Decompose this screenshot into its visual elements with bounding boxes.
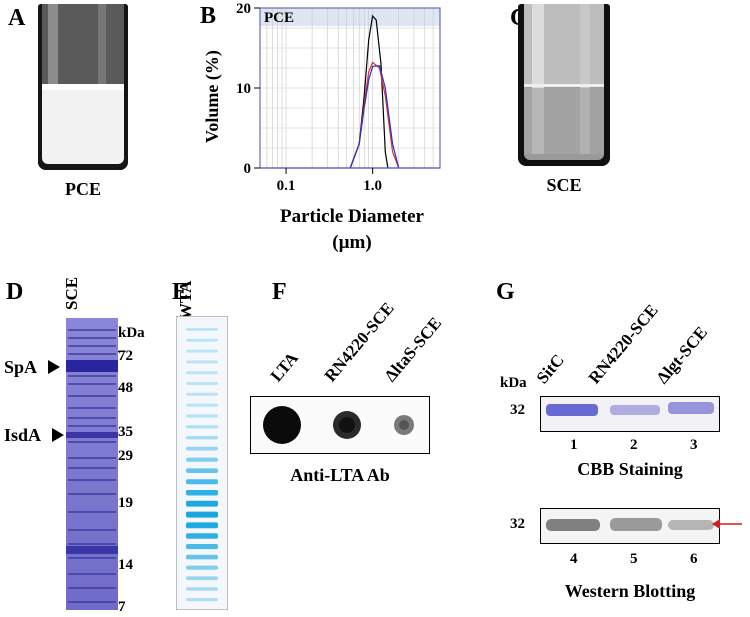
y-tick-label-20: 20 [236,1,251,17]
wta-band [186,544,218,550]
cbb-gel-strip [540,396,720,432]
wta-band [186,425,218,429]
panel-d-gel-lane [66,318,118,610]
wta-band [186,533,218,539]
wta-ladder [186,328,218,602]
chart-x-axis-label: Particle Diameter (µm) [280,206,424,253]
plot-title-band [260,8,440,26]
panel-f-lane-ltas: ΔltaS-SCE [380,313,446,386]
wta-band [186,392,218,396]
chart-grid [259,7,441,169]
lane-number-6: 6 [690,551,698,567]
marker-14: 14 [118,557,133,573]
wta-band [186,446,218,451]
panel-e-label: E [172,279,189,305]
marker-72: 72 [118,348,133,364]
wta-band [186,403,218,407]
panel-a-caption: PCE [65,179,101,199]
panel-g-kda-label: kDa [500,375,527,391]
series-layer [260,14,440,169]
panel-a-label: A [8,5,26,31]
dot-blot-membrane [250,396,430,454]
wta-band [186,522,218,529]
panel-g-top-caption: CBB Staining [577,459,683,479]
pce-vial-photo [38,4,128,170]
axis-layer: 0 10 20 0.1 1.0 [236,1,382,194]
marker-tick: – [118,343,126,359]
wta-band [186,479,218,485]
wta-band [186,349,218,353]
y-tick-label-10: 10 [236,81,251,97]
panel-g-bottom-marker: 32 [510,516,525,532]
isda-arrow-icon [52,428,64,442]
marker-19: 19 [118,495,133,511]
wta-band [186,414,218,418]
wta-band [186,554,218,560]
panel-g-lane-sitc: SitC [532,350,568,388]
marker-7: 7 [118,599,126,615]
chart-y-axis-label: Volume (%) [202,50,223,143]
wta-band [186,500,218,507]
wta-band [186,371,218,375]
chart-title: PCE [264,10,294,26]
wta-band [186,328,218,332]
panel-d-kda-label: kDa [118,325,145,341]
sce-vial-photo [518,4,610,166]
x-tick-label-0.1: 0.1 [277,178,296,194]
lane-number-1: 1 [570,437,578,453]
wta-band [186,436,218,440]
wta-band [186,576,218,581]
panel-f-caption: Anti-LTA Ab [290,465,390,485]
panel-g-bottom-caption: Western Blotting [564,581,696,601]
wta-band [186,338,218,342]
x-tick-label-1.0: 1.0 [363,178,382,194]
lane-number-2: 2 [630,437,638,453]
panel-e-gel-lane [176,316,228,610]
wta-band [186,360,218,364]
marker-48: 48 [118,380,133,396]
panel-d-lane-label: SCE [62,276,81,310]
band-label-isda: IsdA [4,425,42,445]
panel-g-lane-lgt: Δlgt-SCE [652,322,712,388]
wta-band [186,511,218,518]
lane-number-4: 4 [570,551,578,567]
series-line-3 [349,64,400,169]
y-tick-label-0: 0 [244,161,252,177]
panel-f-lane-lta: LTA [266,348,302,386]
wta-band [186,468,218,473]
panel-g-lane-rn4220: RN4220-SCE [584,300,662,388]
panel-g-label: G [496,279,515,305]
wta-band [186,598,218,602]
dot-lta [263,406,301,444]
panel-c-caption: SCE [546,175,582,195]
panel-e-lane-label: WTA [176,280,195,320]
panel-d-label: D [6,279,24,305]
wta-band [186,457,218,462]
panel-b-label: B [200,3,217,29]
wta-band [186,382,218,386]
panel-g-top-marker: 32 [510,402,525,418]
panel-f-label: F [272,279,287,305]
spa-arrow-icon [48,360,60,374]
wta-band [186,587,218,591]
marker-35: 35 [118,424,133,440]
lane-number-5: 5 [630,551,638,567]
wta-band [186,490,218,496]
red-arrow-icon [712,519,742,529]
band-label-spa: SpA [4,357,38,377]
marker-29: 29 [118,448,133,464]
western-blot-strip [540,508,720,544]
wta-band [186,565,218,570]
particle-size-chart: 0 10 20 0.1 1.0 PCE Volume (%) [202,1,441,194]
lane-number-3: 3 [690,437,698,453]
